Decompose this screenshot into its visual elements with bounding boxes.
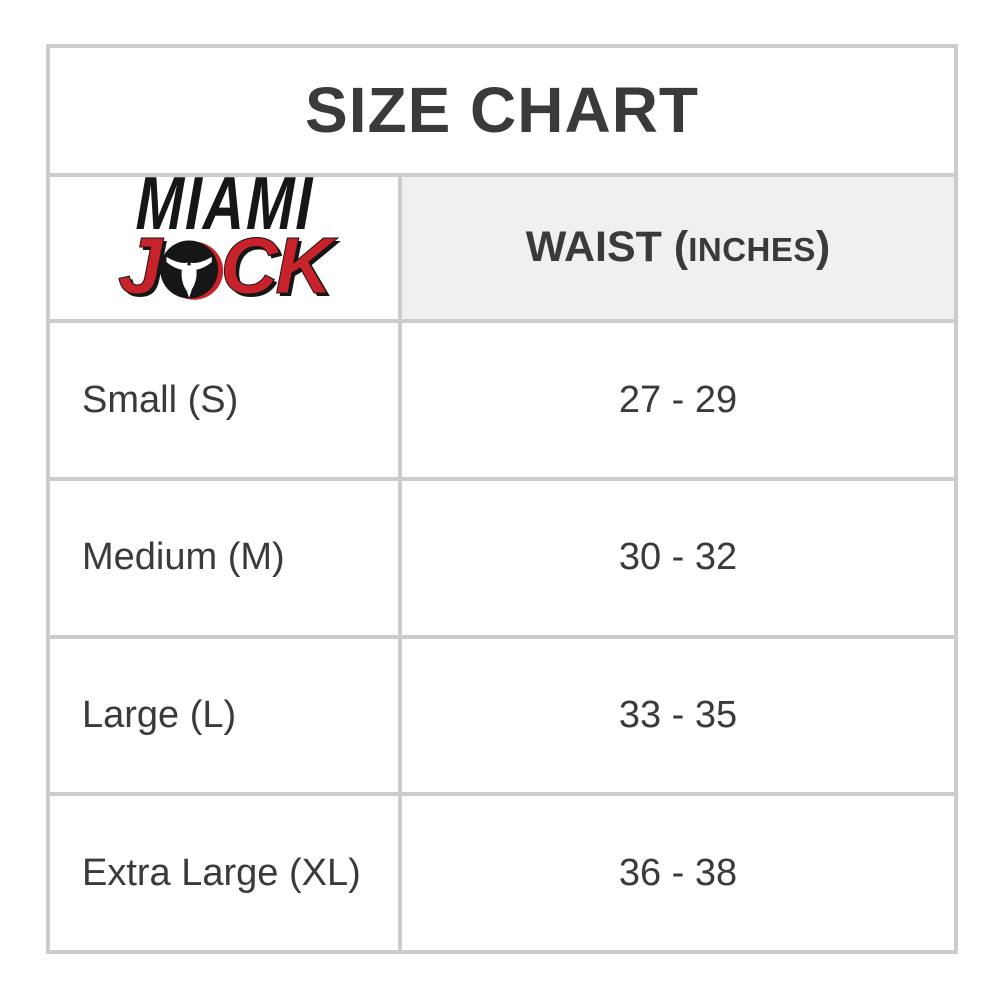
waist-cell: 36 - 38 <box>398 792 958 954</box>
waist-header-unit: INCHES <box>688 231 816 269</box>
table-row-small: Small (S) 27 - 29 <box>46 319 958 481</box>
page-title: SIZE CHART <box>305 74 699 147</box>
miami-jock-logo: MIAMI J CK <box>117 162 334 311</box>
brand-logo-cell: MIAMI J CK <box>46 162 402 324</box>
table-row-medium: Medium (M) 30 - 32 <box>46 476 958 639</box>
jockstrap-icon <box>160 240 224 300</box>
table-row-large: Large (L) 33 - 35 <box>46 634 958 797</box>
logo-letter-j: J <box>117 221 163 311</box>
waist-cell: 30 - 32 <box>398 476 958 639</box>
header-row: MIAMI J CK WAIST (INCHES) <box>46 162 958 324</box>
size-cell: Medium (M) <box>46 476 402 639</box>
table-row-extra-large: Extra Large (XL) 36 - 38 <box>46 792 958 954</box>
waist-cell: 27 - 29 <box>398 319 958 481</box>
size-cell: Extra Large (XL) <box>46 792 402 954</box>
waist-header-suffix: ) <box>815 223 831 272</box>
title-cell: SIZE CHART <box>46 44 958 177</box>
logo-jock-text: J CK <box>117 221 334 311</box>
size-cell: Small (S) <box>46 319 402 481</box>
waist-header-cell: WAIST (INCHES) <box>398 172 958 324</box>
size-cell: Large (L) <box>46 634 402 797</box>
title-row: SIZE CHART <box>46 44 958 177</box>
waist-cell: 33 - 35 <box>398 634 958 797</box>
waist-header-prefix: WAIST ( <box>525 223 689 272</box>
logo-letters-ck: CK <box>220 221 334 311</box>
size-chart-table: SIZE CHART MIAMI J CK <box>46 44 958 954</box>
